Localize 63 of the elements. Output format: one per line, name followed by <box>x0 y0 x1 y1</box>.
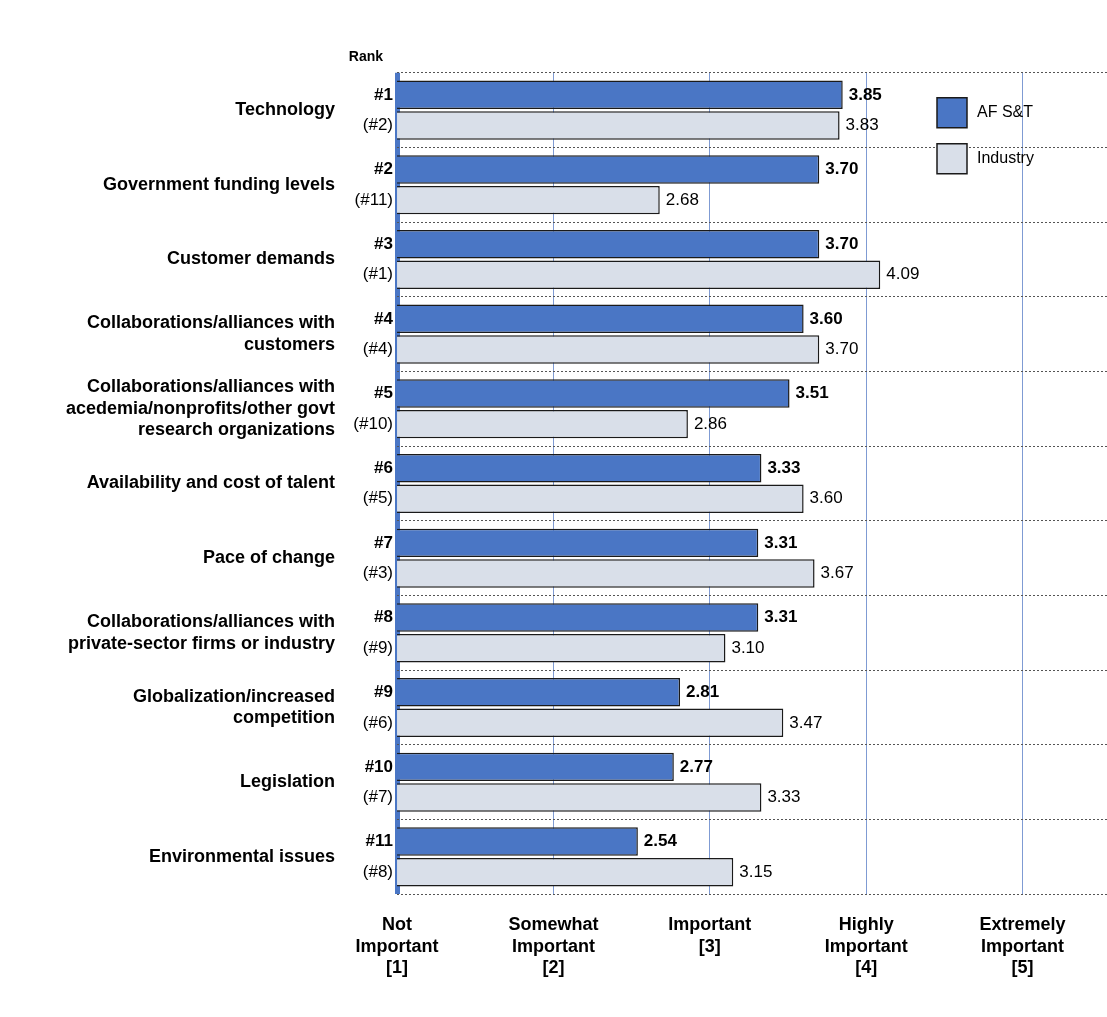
y-tick-label: Availability and cost of talent <box>86 472 336 493</box>
annotation: (#8) <box>362 861 394 881</box>
annotation: (#10) <box>353 413 394 433</box>
data-label: 3.31 <box>764 607 798 627</box>
x-tick-label: Not Important [1] <box>355 913 439 978</box>
annotation: (#5) <box>362 488 394 508</box>
data-label: 3.47 <box>789 712 823 732</box>
y-tick-label: Government funding levels <box>102 173 336 194</box>
y-tick-label: Collaborations/alliances with acedemia/nonprofits/other govt research organizations <box>65 376 336 440</box>
x-tick-label: Highly Important [4] <box>824 913 908 978</box>
annotation: #9 <box>374 681 394 701</box>
data-label: 2.54 <box>643 831 678 851</box>
data-label: 3.33 <box>767 457 801 477</box>
data-label: 3.70 <box>825 339 859 359</box>
annotation: (#11) <box>354 189 394 209</box>
annotation: #8 <box>374 607 394 627</box>
annotation: (#1) <box>362 264 394 284</box>
legend-label: Industry <box>977 149 1034 167</box>
annotation: #3 <box>374 233 394 253</box>
annotation: (#4) <box>362 339 394 359</box>
annotation: #2 <box>374 159 394 179</box>
data-label: 3.31 <box>764 532 798 552</box>
annotation: #4 <box>374 308 394 328</box>
data-label: 3.60 <box>809 308 843 328</box>
data-label: 3.10 <box>731 637 765 657</box>
y-tick-label: Globalization/increased competition <box>132 685 336 728</box>
annotation: (#9) <box>362 637 394 657</box>
y-tick-label: Technology <box>235 99 336 120</box>
data-label: 2.77 <box>679 756 713 776</box>
legend-label: AF S&T <box>977 103 1034 121</box>
y-tick-label: Pace of change <box>202 547 336 568</box>
annotation: (#7) <box>362 787 394 807</box>
data-label: 3.33 <box>767 787 801 807</box>
x-tick-label: Important [3] <box>668 913 752 956</box>
annotation: #7 <box>374 532 394 552</box>
annotation: #5 <box>374 383 394 403</box>
y-tick-label: Legislation <box>240 771 336 792</box>
x-tick-label: Extremely Important [5] <box>979 913 1066 978</box>
text: Rank <box>348 47 384 64</box>
data-label: 2.68 <box>665 189 699 209</box>
data-label: 3.60 <box>809 488 843 508</box>
data-label: 3.15 <box>739 861 773 881</box>
annotation: #11 <box>365 831 394 851</box>
y-tick-label: Collaborations/alliances with private-sector firms or industry <box>67 611 336 653</box>
data-label: 3.70 <box>825 233 859 253</box>
data-label: 2.81 <box>686 681 720 701</box>
annotation: (#3) <box>362 563 394 583</box>
y-tick-label: Collaborations/alliances with customers <box>86 312 336 354</box>
data-label: 4.09 <box>886 264 920 284</box>
annotation: #10 <box>364 756 394 776</box>
annotation: #1 <box>374 84 394 104</box>
data-label: 3.85 <box>848 84 882 104</box>
data-label: 3.83 <box>845 115 879 135</box>
y-tick-label: Environmental issues <box>148 845 336 866</box>
annotation: (#2) <box>362 115 394 135</box>
annotation: (#6) <box>362 712 394 732</box>
data-label: 2.86 <box>693 413 727 433</box>
y-tick-label: Customer demands <box>166 248 336 269</box>
data-label: 3.70 <box>825 159 859 179</box>
data-label: 3.51 <box>795 383 829 403</box>
annotation: #6 <box>374 457 394 477</box>
x-tick-label: Somewhat Important [2] <box>508 913 599 978</box>
data-label: 3.67 <box>820 563 854 583</box>
